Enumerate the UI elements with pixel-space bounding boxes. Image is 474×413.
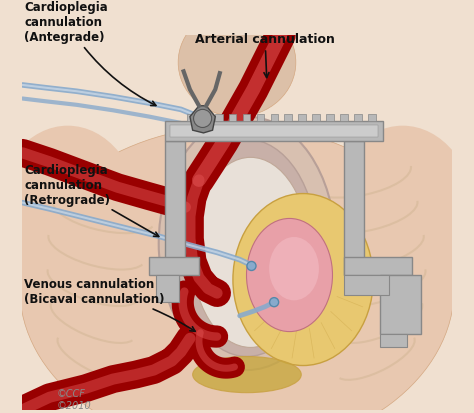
Bar — [156, 275, 179, 302]
Text: Cardioplegia
cannulation
(Antegrade): Cardioplegia cannulation (Antegrade) — [24, 1, 156, 106]
Ellipse shape — [0, 126, 140, 307]
Bar — [170, 126, 378, 138]
Text: Cardioplegia
cannulation
(Retrograde): Cardioplegia cannulation (Retrograde) — [24, 163, 159, 237]
Bar — [344, 275, 389, 295]
Bar — [298, 115, 306, 122]
Bar — [149, 257, 199, 275]
Bar — [340, 115, 348, 122]
Bar — [344, 257, 412, 275]
Bar — [312, 115, 320, 122]
Bar — [284, 115, 292, 122]
Circle shape — [270, 298, 279, 307]
Ellipse shape — [246, 219, 332, 332]
Bar — [256, 115, 264, 122]
Bar — [380, 275, 421, 334]
Ellipse shape — [178, 9, 296, 117]
Bar — [187, 115, 195, 122]
Circle shape — [247, 262, 256, 271]
Text: ©CCF
©2010: ©CCF ©2010 — [57, 388, 91, 410]
Bar — [271, 115, 278, 122]
Bar — [215, 115, 223, 122]
Circle shape — [193, 110, 212, 128]
Ellipse shape — [20, 126, 454, 413]
Bar — [368, 115, 376, 122]
Bar — [380, 334, 407, 348]
Bar — [229, 115, 237, 122]
Text: Arterial cannulation: Arterial cannulation — [195, 33, 335, 78]
Ellipse shape — [269, 237, 319, 301]
Ellipse shape — [192, 158, 310, 348]
Bar — [243, 115, 250, 122]
Bar — [165, 142, 185, 275]
Ellipse shape — [159, 117, 335, 370]
Bar — [165, 122, 383, 142]
Bar — [354, 115, 362, 122]
Ellipse shape — [192, 356, 301, 393]
Bar — [344, 142, 364, 275]
Ellipse shape — [233, 194, 373, 366]
Ellipse shape — [177, 140, 317, 356]
Ellipse shape — [330, 126, 474, 307]
Polygon shape — [190, 107, 215, 133]
Bar — [326, 115, 334, 122]
Text: Venous cannulation
(Bicaval cannulation): Venous cannulation (Bicaval cannulation) — [24, 278, 195, 332]
Bar — [201, 115, 209, 122]
